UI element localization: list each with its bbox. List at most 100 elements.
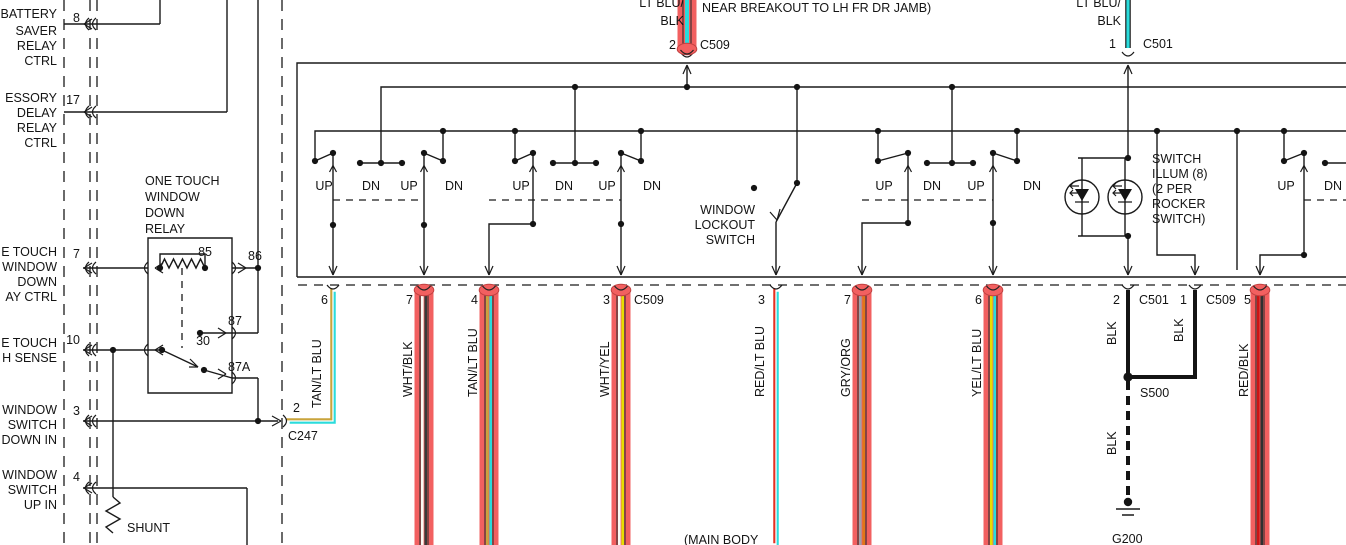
svg-text:RELAY: RELAY	[17, 39, 58, 53]
relay-pin-85: 85	[198, 245, 212, 259]
svg-text:6: 6	[975, 293, 982, 307]
connector-c509-bottom: C509	[634, 293, 664, 307]
svg-text:UP: UP	[598, 179, 615, 193]
svg-text:AY CTRL: AY CTRL	[5, 290, 57, 304]
svg-text:DN: DN	[923, 179, 941, 193]
wire-label-blk-1: BLK	[1105, 321, 1119, 345]
splice-s500: S500	[1140, 386, 1169, 400]
svg-text:UP: UP	[512, 179, 529, 193]
svg-text:WINDOW: WINDOW	[2, 260, 57, 274]
svg-text:DN: DN	[555, 179, 573, 193]
ground-g200	[1116, 372, 1140, 516]
relay-pin-87a: 87A	[228, 360, 251, 374]
junction-dots	[109, 83, 1329, 425]
pin-17: 17	[66, 93, 80, 107]
wire-blk-c509	[1130, 290, 1197, 379]
wire-tan-ltblu	[479, 290, 499, 545]
top-right-wire-color: LT BLU/	[1076, 0, 1121, 10]
wire-layer	[286, 0, 1270, 545]
pin-10: 10	[66, 333, 80, 347]
label-window-switch-up: WINDOW	[2, 468, 57, 482]
relay-contacts	[148, 332, 233, 379]
svg-text:DN: DN	[1023, 179, 1041, 193]
pin-4: 4	[73, 470, 80, 484]
connector-c509-top: C509	[700, 38, 730, 52]
pin-7: 7	[73, 247, 80, 261]
svg-text:DOWN: DOWN	[145, 206, 185, 220]
wire-ltblublk-c509-top	[677, 0, 697, 49]
svg-text:WINDOW: WINDOW	[145, 190, 200, 204]
connector-c509-bottom-2: C509	[1206, 293, 1236, 307]
lockout-switch-blade	[775, 182, 798, 275]
main-body-note: (MAIN BODY	[684, 533, 759, 545]
wire-cap-layer	[413, 42, 1271, 297]
lockout-label: WINDOW	[700, 203, 755, 217]
wire-wht-yel	[611, 290, 631, 545]
bottom-pin-7: 7	[406, 293, 413, 307]
wire-label-tan-ltblu: TAN/LT BLU	[310, 339, 324, 408]
connector-c501-bottom: C501	[1139, 293, 1169, 307]
svg-text:DOWN: DOWN	[17, 275, 57, 289]
bottom-pin-2-c501: 2	[1113, 293, 1120, 307]
wire-label-gry-org: GRY/ORG	[839, 338, 853, 397]
led-icon	[1107, 179, 1143, 215]
svg-text:H SENSE: H SENSE	[2, 351, 57, 365]
relay-coil	[159, 253, 206, 270]
label-accessory-delay: ESSORY	[5, 91, 58, 105]
svg-text:DELAY: DELAY	[17, 106, 58, 120]
connector-boundaries	[63, 0, 1346, 545]
svg-text:UP: UP	[875, 179, 892, 193]
splice-s500-dot	[1123, 372, 1133, 382]
c247-pin: 2	[293, 401, 300, 415]
switch-dn-label: DN	[362, 179, 380, 193]
svg-text:DN: DN	[643, 179, 661, 193]
svg-text:UP: UP	[967, 179, 984, 193]
wire-label-red-ltblu: RED/LT BLU	[753, 326, 767, 397]
relay-pin-30: 30	[196, 334, 210, 348]
wire-label-blk-ground: BLK	[1105, 431, 1119, 455]
svg-text:SWITCH): SWITCH)	[1152, 212, 1205, 226]
relay-pin-86: 86	[248, 249, 262, 263]
ground-g200-label: G200	[1112, 532, 1143, 545]
svg-text:(2 PER: (2 PER	[1152, 182, 1192, 196]
svg-text:RELAY: RELAY	[17, 121, 58, 135]
top-pin-1: 1	[1109, 37, 1116, 51]
bottom-pin-3-c509: 3	[603, 293, 610, 307]
wire-gry-org	[852, 290, 872, 545]
bottom-pin-3: 3	[758, 293, 765, 307]
top-wire-color: LT BLU/	[639, 0, 684, 10]
pin-3: 3	[73, 404, 80, 418]
bottom-pin-6: 6	[321, 293, 328, 307]
label-touch-sense: E TOUCH	[1, 336, 57, 350]
led-icon	[1064, 179, 1100, 215]
illum-label: SWITCH	[1152, 152, 1201, 166]
svg-text:LOCKOUT: LOCKOUT	[695, 218, 756, 232]
label-one-touch-ctrl: E TOUCH	[1, 245, 57, 259]
label-window-switch-down: WINDOW	[2, 403, 57, 417]
svg-text:CTRL: CTRL	[24, 136, 57, 150]
relay-pin-87: 87	[228, 314, 242, 328]
bottom-pin-4: 4	[471, 293, 478, 307]
connector-c501-top: C501	[1143, 37, 1173, 51]
wire-label-yel-ltblu: YEL/LT BLU	[970, 329, 984, 397]
svg-text:DOWN IN: DOWN IN	[1, 433, 57, 447]
svg-text:SWITCH: SWITCH	[8, 418, 57, 432]
breakout-note: NEAR BREAKOUT TO LH FR DR JAMB)	[702, 1, 931, 15]
svg-text:UP: UP	[1277, 179, 1294, 193]
wire-wht-blk	[414, 290, 434, 545]
relay-title: ONE TOUCH	[145, 174, 220, 188]
label-battery-saver: BATTERY	[1, 7, 58, 21]
wire-red-blk	[1250, 290, 1270, 545]
svg-text:SWITCH: SWITCH	[8, 483, 57, 497]
wire-cap	[676, 42, 698, 56]
pin-8: 8	[73, 11, 80, 25]
svg-text:DN: DN	[445, 179, 463, 193]
svg-text:SWITCH: SWITCH	[706, 233, 755, 247]
wire-label-tan-ltblu2: TAN/LT BLU	[466, 328, 480, 397]
wire-yel-ltblu	[983, 290, 1003, 545]
wire-red-ltblu	[773, 288, 779, 545]
svg-text:SAVER: SAVER	[16, 24, 57, 38]
